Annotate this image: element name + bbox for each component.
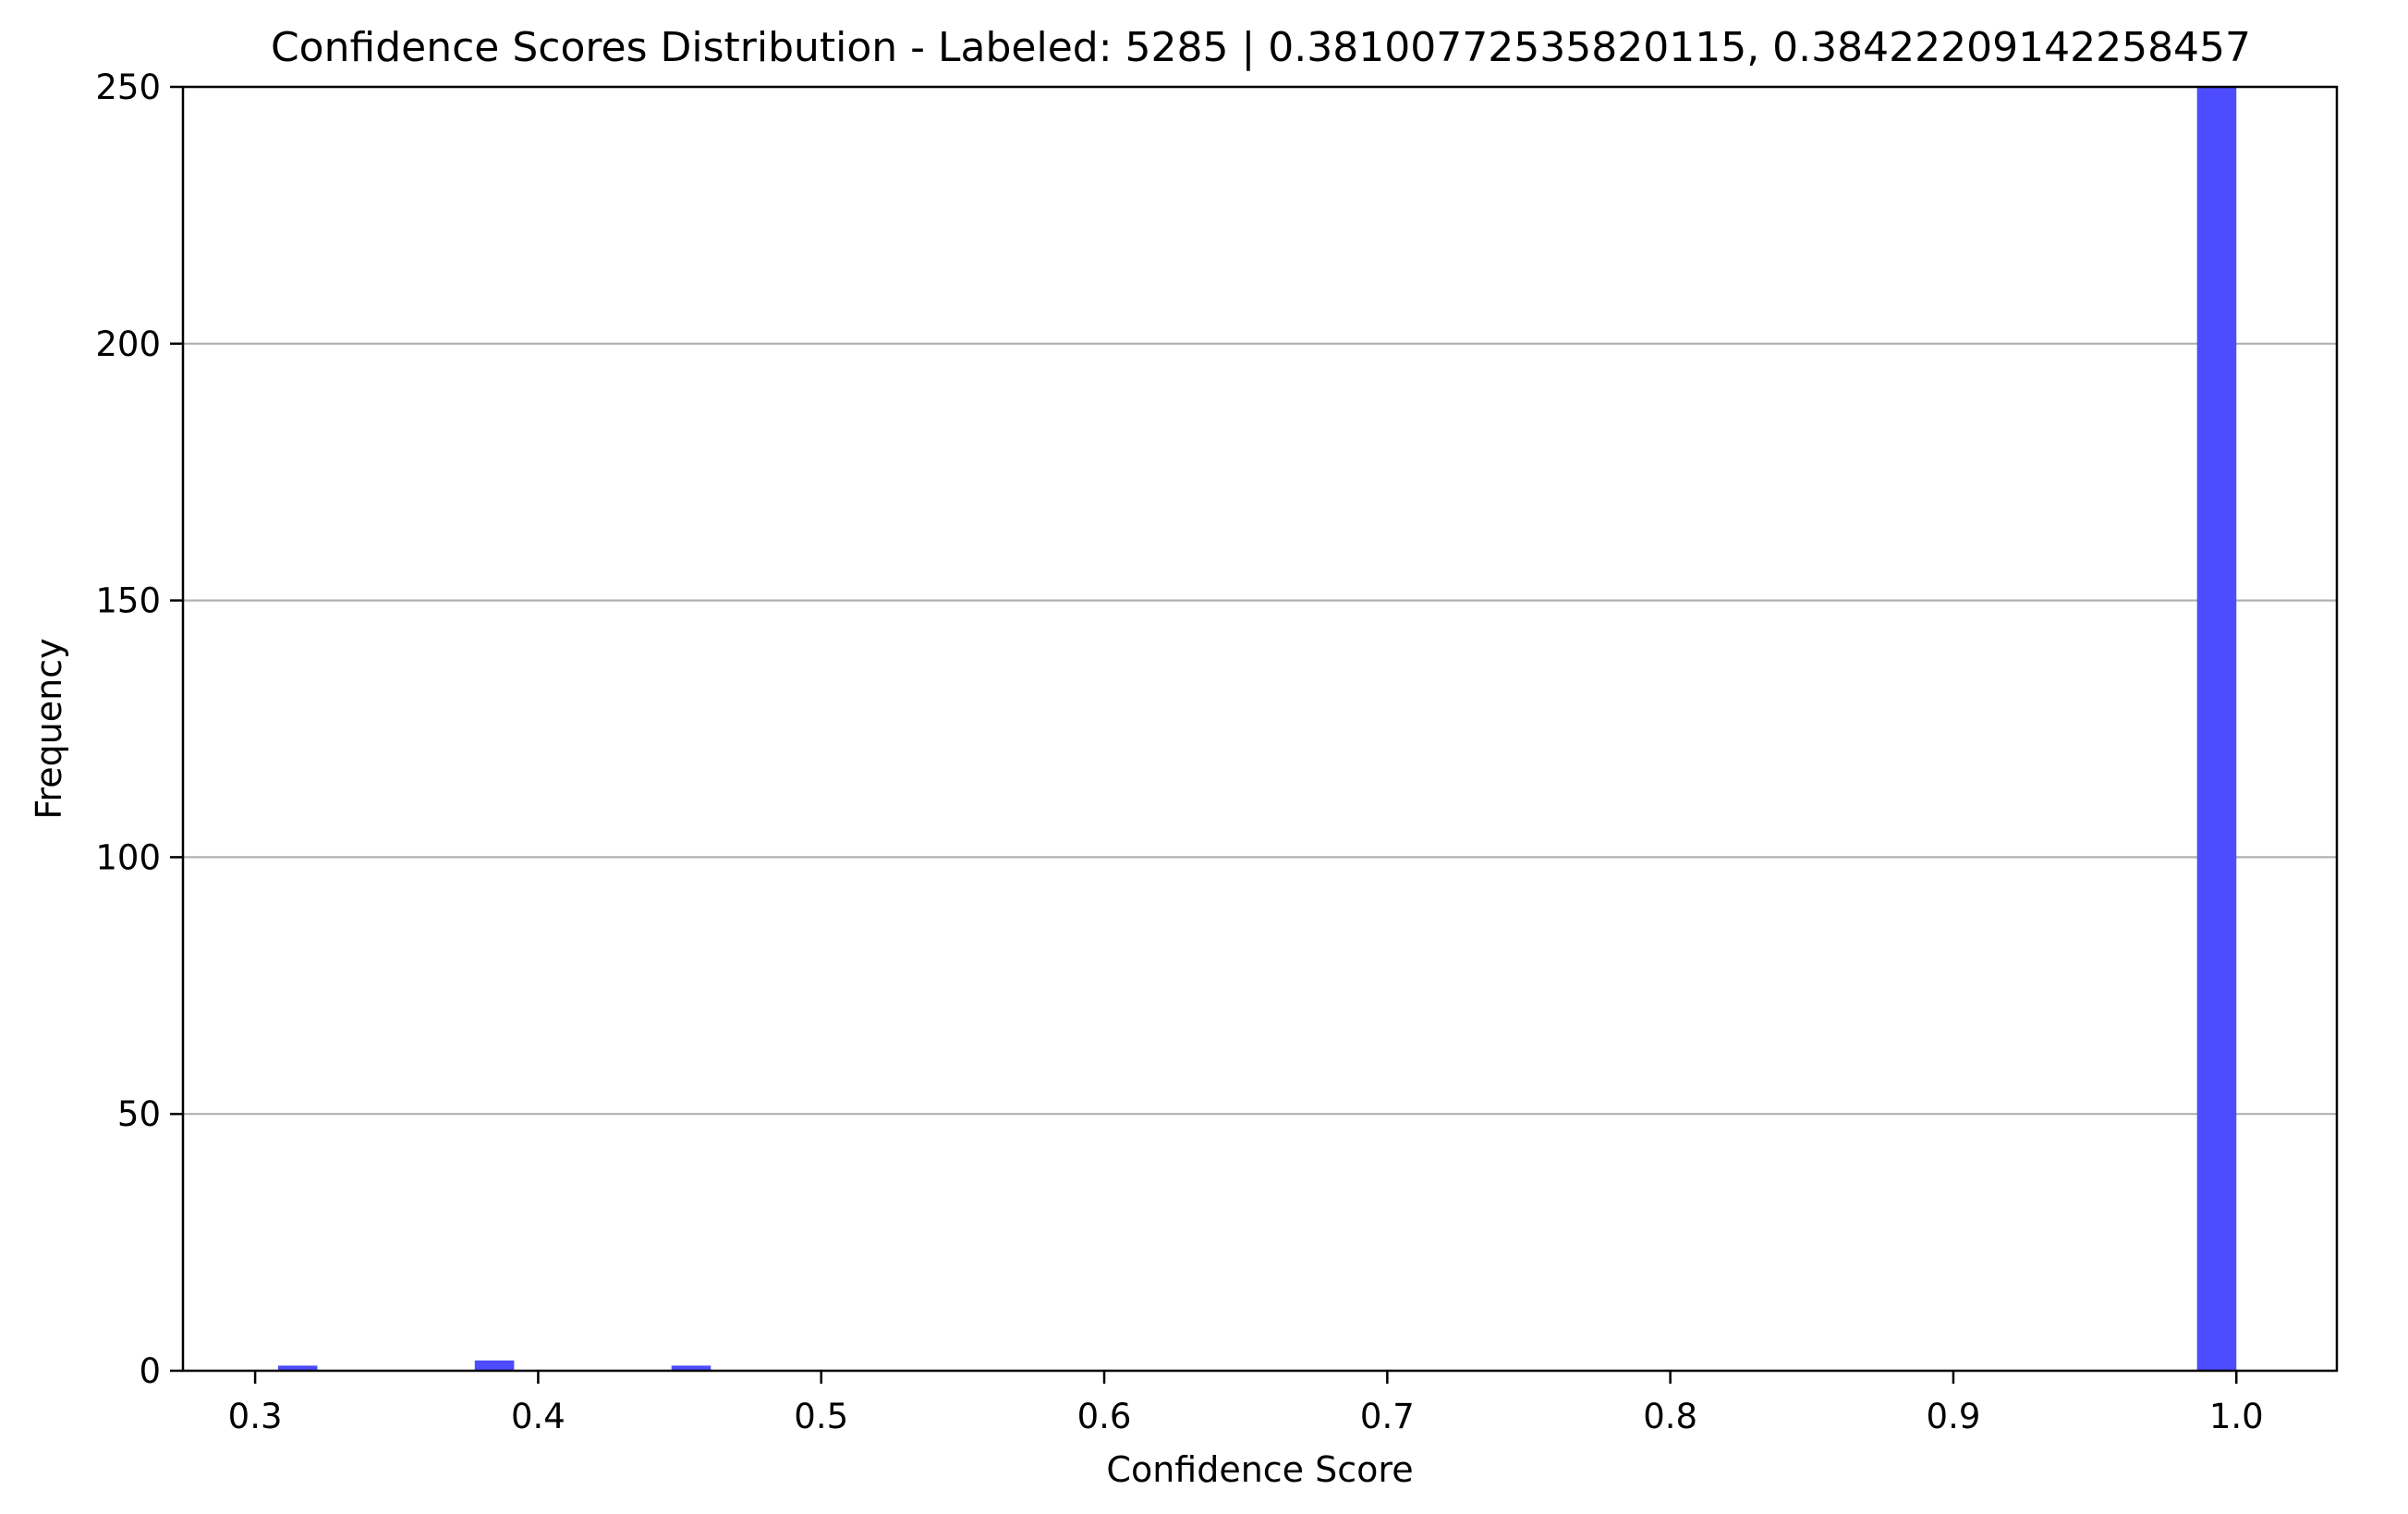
histogram-bar [277, 1365, 318, 1371]
y-axis-ticks: 0 50 100 150 200 250 [95, 67, 183, 1391]
plot-frame [181, 85, 2339, 1373]
x-tick-label: 0.4 [511, 1397, 566, 1436]
histogram-bar [2196, 87, 2237, 1371]
x-tick-label: 0.7 [1360, 1397, 1415, 1436]
x-tick-label: 0.8 [1643, 1397, 1697, 1436]
x-axis-label: Confidence Score [1106, 1449, 1413, 1490]
y-tick-label: 200 [95, 324, 161, 364]
y-tick-label: 150 [95, 581, 161, 621]
histogram-bar [474, 1360, 515, 1371]
x-tick-label: 0.9 [1927, 1397, 1981, 1436]
histogram-bar [671, 1365, 711, 1371]
y-tick-label: 100 [95, 837, 161, 877]
x-tick-label: 0.5 [794, 1397, 848, 1436]
gridlines [183, 342, 2337, 1116]
x-tick-label: 0.3 [228, 1397, 283, 1436]
x-axis-ticks: 0.3 0.4 0.5 0.6 0.7 0.8 0.9 1.0 [228, 1371, 2264, 1436]
x-tick-label: 0.6 [1077, 1397, 1132, 1436]
y-axis-label: Frequency [29, 638, 69, 819]
y-tick-label: 50 [117, 1094, 161, 1134]
y-tick-label: 0 [139, 1351, 161, 1391]
x-tick-label: 1.0 [2209, 1397, 2264, 1436]
y-tick-label: 250 [95, 67, 161, 107]
chart-title: Confidence Scores Distribution - Labeled… [271, 24, 2251, 71]
histogram-bars [277, 87, 2237, 1371]
